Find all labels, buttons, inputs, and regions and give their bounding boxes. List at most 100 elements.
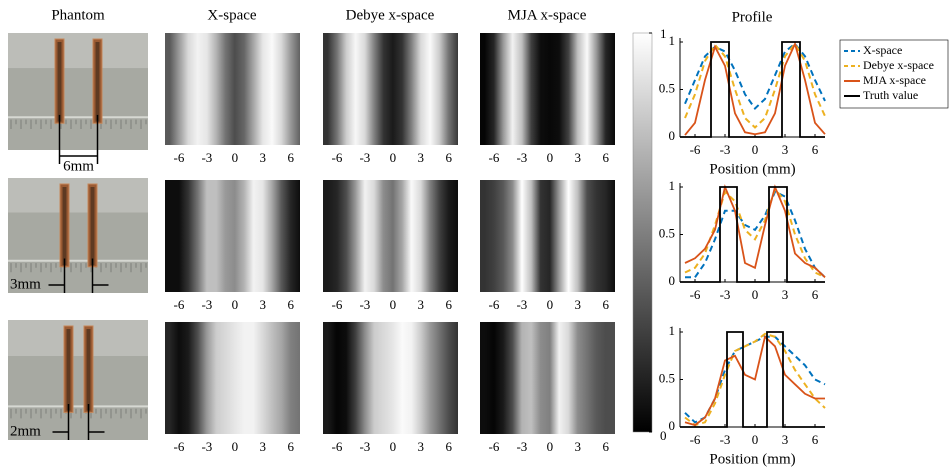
reconstruction-image (165, 180, 300, 292)
image-x-tick-label: 6 (287, 439, 294, 454)
legend-label: MJA x-space (863, 73, 926, 87)
y-tick-label: 0.5 (659, 370, 675, 385)
image-x-tick-label: -6 (489, 150, 500, 165)
reconstruction-image (480, 33, 615, 145)
image-x-tick-label: -6 (174, 439, 185, 454)
legend-label: Truth value (863, 88, 918, 102)
x-tick-label: 6 (812, 142, 819, 157)
image-x-tick-label: -3 (201, 297, 212, 312)
dimension-label: 3mm (10, 276, 41, 292)
image-x-tick-label: 0 (390, 150, 397, 165)
reconstruction-image (323, 322, 458, 434)
x-axis-label: Position (mm) (709, 451, 795, 467)
column-title: MJA x-space (508, 7, 587, 23)
image-x-tick-label: 3 (418, 297, 425, 312)
y-tick-label: 0 (669, 273, 676, 288)
image-x-tick-label: 6 (287, 150, 294, 165)
x-tick-label: 0 (752, 432, 759, 447)
image-x-tick-label: 0 (547, 150, 554, 165)
x-tick-label: 6 (812, 432, 819, 447)
image-x-tick-label: -3 (359, 439, 370, 454)
y-tick-label: 1 (669, 33, 676, 48)
column-title: X-space (207, 7, 256, 23)
x-tick-label: 3 (782, 142, 789, 157)
y-tick-label: 0 (669, 418, 676, 433)
column-title: Phantom (51, 7, 105, 23)
image-x-tick-label: 0 (232, 439, 239, 454)
image-x-tick-label: 0 (547, 297, 554, 312)
image-x-tick-label: -6 (332, 297, 343, 312)
y-tick-label: 0.5 (659, 225, 675, 240)
x-tick-label: -3 (720, 432, 731, 447)
image-x-tick-label: -3 (201, 150, 212, 165)
column-title: Debye x-space (346, 7, 435, 23)
image-x-tick-label: 0 (232, 150, 239, 165)
x-tick-label: -3 (720, 287, 731, 302)
profile-line (684, 332, 826, 427)
profile-line (680, 331, 825, 428)
image-x-tick-label: 6 (602, 297, 609, 312)
image-x-tick-label: 3 (260, 297, 267, 312)
phantom-glare (8, 33, 148, 69)
x-axis-label: Position (mm) (709, 161, 795, 177)
phantom-rod-core (66, 329, 71, 411)
reconstruction-image (480, 322, 615, 434)
reconstruction-image (165, 33, 300, 145)
image-x-tick-label: 0 (390, 297, 397, 312)
image-x-tick-label: -3 (516, 439, 527, 454)
image-x-tick-label: 6 (602, 439, 609, 454)
image-x-tick-label: -6 (174, 297, 185, 312)
profile-line (680, 41, 825, 138)
phantom-rod-core (90, 187, 95, 266)
profile-line (684, 42, 826, 111)
image-x-tick-label: -6 (332, 150, 343, 165)
x-tick-label: -6 (690, 432, 701, 447)
y-tick-label: 0.5 (659, 80, 675, 95)
legend-label: Debye x-space (863, 58, 934, 72)
reconstruction-image (165, 322, 300, 434)
profile-line (680, 186, 825, 283)
reconstruction-image (480, 180, 615, 292)
profile-line (684, 42, 826, 129)
image-x-tick-label: 6 (445, 150, 452, 165)
image-x-tick-label: -3 (516, 297, 527, 312)
x-tick-label: -3 (720, 142, 731, 157)
profile-line (684, 186, 826, 279)
phantom-rod-core (57, 42, 62, 122)
image-x-tick-label: -3 (359, 150, 370, 165)
phantom-rod-core (95, 42, 100, 122)
x-tick-label: 3 (782, 432, 789, 447)
image-x-tick-label: 0 (547, 439, 554, 454)
image-x-tick-label: 0 (232, 297, 239, 312)
phantom-rod-core (62, 187, 67, 266)
image-x-tick-label: -6 (489, 297, 500, 312)
image-x-tick-label: -3 (516, 150, 527, 165)
image-x-tick-label: -3 (201, 439, 212, 454)
x-tick-label: -6 (690, 142, 701, 157)
reconstruction-image (323, 180, 458, 292)
image-x-tick-label: 3 (575, 439, 582, 454)
profile-line (684, 41, 826, 136)
dimension-label: 2mm (10, 423, 41, 439)
phantom-glare (8, 178, 148, 213)
y-tick-label: 1 (669, 323, 676, 338)
image-x-tick-label: 6 (445, 297, 452, 312)
image-x-tick-label: -6 (332, 439, 343, 454)
x-tick-label: 0 (752, 142, 759, 157)
legend-label: X-space (863, 43, 902, 57)
profile-line (684, 335, 825, 427)
x-tick-label: -6 (690, 287, 701, 302)
colorbar (632, 32, 653, 433)
image-x-tick-label: 3 (260, 150, 267, 165)
phantom-glare (8, 320, 148, 356)
image-x-tick-label: 3 (418, 439, 425, 454)
dimension-label: 6mm (63, 158, 94, 174)
image-x-tick-label: 6 (287, 297, 294, 312)
profile-line (685, 190, 826, 279)
image-x-tick-label: 3 (418, 150, 425, 165)
phantom-rod-core (86, 329, 91, 411)
image-x-tick-label: 6 (445, 439, 452, 454)
y-tick-label: 1 (669, 178, 676, 193)
